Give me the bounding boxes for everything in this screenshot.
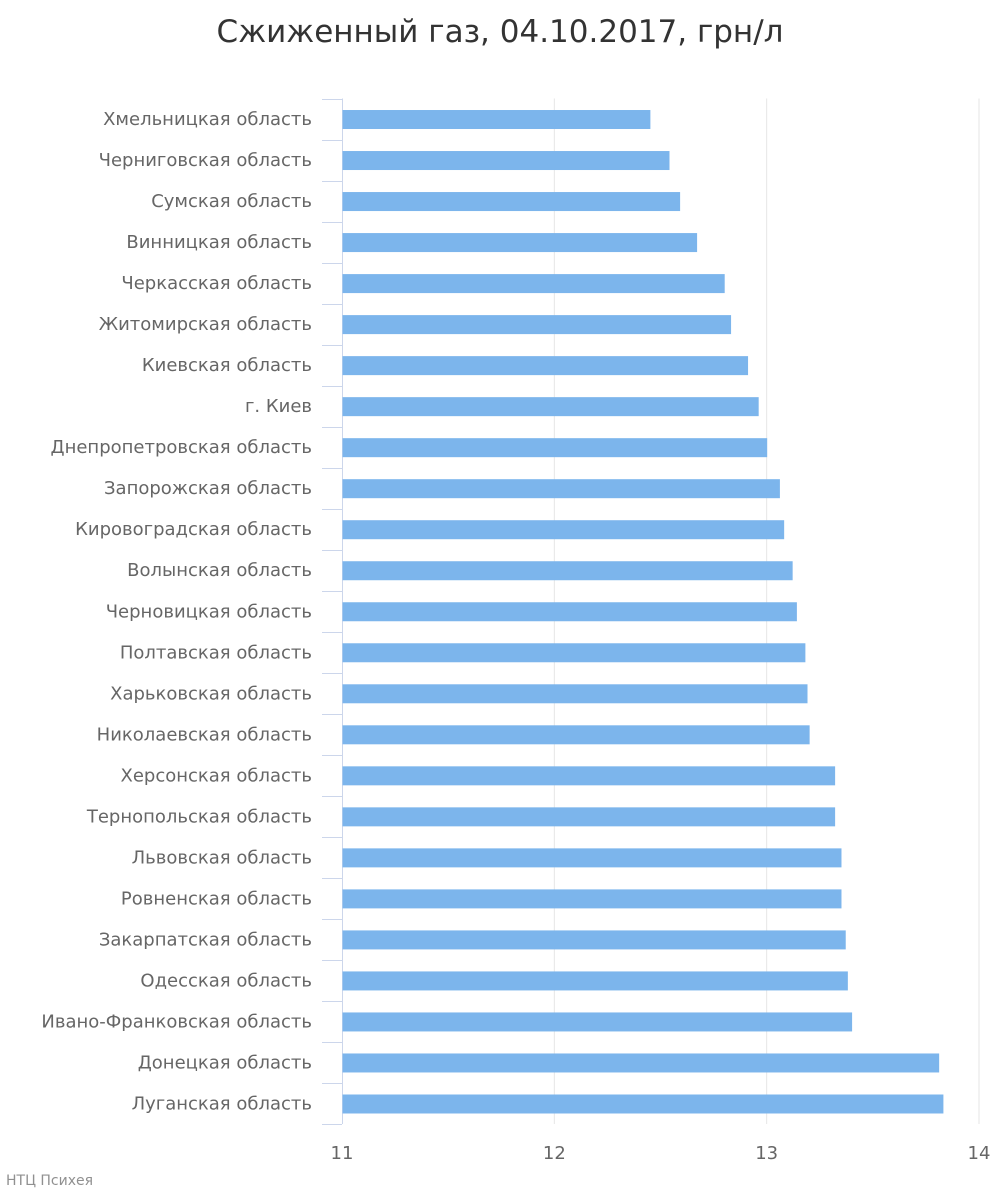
x-tick-label: 14 [968,1143,991,1164]
category-label: Ровненская область [121,888,312,909]
bar [342,151,670,171]
category-label: Херсонская область [121,765,313,786]
category-label: Волынская область [127,560,312,581]
bar [342,438,768,458]
bar [342,889,842,909]
x-tick-label: 12 [543,1143,566,1164]
x-tick-label: 13 [755,1143,778,1164]
bar [342,643,806,663]
bar [342,848,842,868]
category-label: Донецкая область [138,1052,312,1073]
category-label: Житомирская область [99,314,312,335]
bar [342,520,785,540]
category-label: Хмельницкая область [103,109,312,130]
category-label: Запорожская область [104,478,312,499]
category-label: Луганская область [132,1093,312,1114]
bar [342,1094,944,1114]
category-label: Киевская область [142,355,312,376]
category-label: Черновицкая область [106,601,312,622]
bar [342,397,759,417]
bar [342,684,808,704]
bar [342,315,732,335]
category-label: Ивано-Франковская область [41,1011,312,1032]
category-label: Черкасская область [121,273,312,294]
bar [342,1012,853,1032]
category-label: г. Киев [245,396,312,417]
credit-link[interactable]: НТЦ Психея [6,1173,94,1189]
bar [342,561,793,581]
chart-title: Сжиженный газ, 04.10.2017, грн/л [216,14,784,50]
category-label: Сумская область [151,191,312,212]
bar [342,233,698,253]
bar [342,192,681,212]
category-label: Тернопольская область [86,806,312,827]
bar [342,766,836,786]
bar [342,479,780,499]
bar [342,1053,940,1073]
bar [342,971,848,991]
category-label: Днепропетровская область [51,437,312,458]
category-label: Полтавская область [120,642,312,663]
bar [342,930,846,950]
bar [342,602,797,622]
bar [342,356,749,376]
category-label: Закарпатская область [99,929,312,950]
bar [342,110,651,130]
category-label: Черниговская область [99,150,312,171]
bar [342,725,810,745]
category-label: Львовская область [132,847,312,868]
category-label: Винницкая область [126,232,312,253]
category-label: Харьковская область [110,683,312,704]
bar [342,274,725,294]
category-label: Николаевская область [97,724,312,745]
category-label: Одесская область [140,970,312,991]
x-tick-label: 11 [331,1143,354,1164]
category-label: Кировоградская область [75,519,312,540]
bar [342,807,836,827]
